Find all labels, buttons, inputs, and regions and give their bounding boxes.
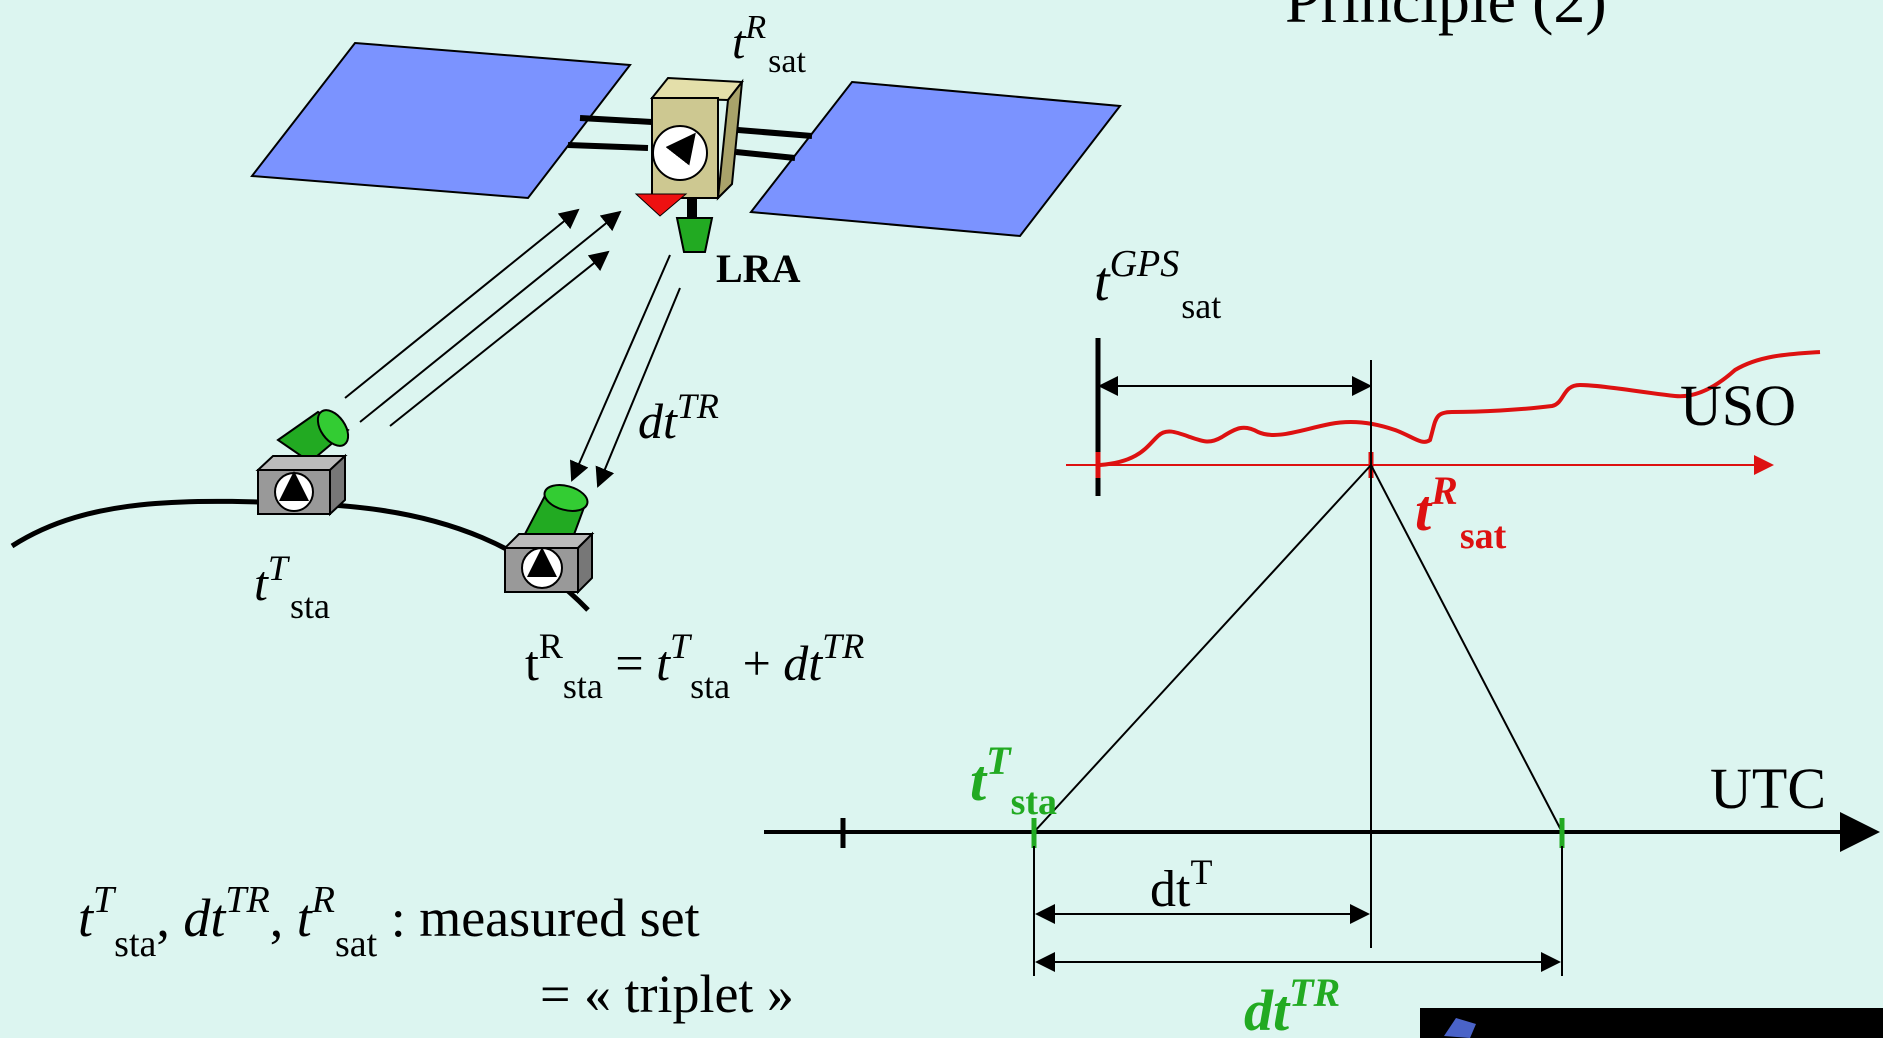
caption-triplet: = « triplet » xyxy=(540,964,794,1024)
label-t-sat-gps: tGPSsat xyxy=(1094,243,1221,326)
satellite-red-marker xyxy=(634,193,688,217)
station-left xyxy=(255,409,350,517)
label-dt-t: dtT xyxy=(1150,852,1212,918)
label-t-sat-r: tRsat xyxy=(732,9,806,80)
station-right xyxy=(502,484,595,595)
label-uso: USO xyxy=(1680,373,1796,438)
laser-retroreflector-icon xyxy=(675,217,714,253)
uplink-leg xyxy=(1033,464,1372,833)
downlink-leg xyxy=(1370,464,1563,833)
label-dt-tr-link: dtTR xyxy=(638,386,719,449)
slide-title: Principle (2) xyxy=(1285,0,1607,36)
label-t-sta-t-green: tTsta xyxy=(970,738,1057,823)
solar-panel-left xyxy=(250,41,632,200)
clock-icon xyxy=(274,471,314,512)
label-t-sat-r-red: tRsat xyxy=(1415,468,1507,557)
clock-icon xyxy=(652,125,708,181)
uso-curve xyxy=(1099,350,1821,467)
corner-image xyxy=(1420,1008,1883,1038)
equation-t-r-sta: tRsta = tTsta + dtTR xyxy=(525,626,864,706)
label-lra: LRA xyxy=(716,246,801,291)
solar-panel-right xyxy=(749,80,1122,238)
label-t-sta-t: tTsta xyxy=(254,548,330,626)
clock-icon xyxy=(521,547,563,589)
label-utc: UTC xyxy=(1710,756,1826,821)
telescope-icon xyxy=(276,409,350,464)
label-dt-tr-green: dtTR xyxy=(1244,970,1340,1038)
telescope-icon xyxy=(523,484,589,542)
caption-measured-set: tTsta, dtTR, tRsat : measured set xyxy=(78,879,700,965)
satellite-icon xyxy=(250,41,1122,253)
